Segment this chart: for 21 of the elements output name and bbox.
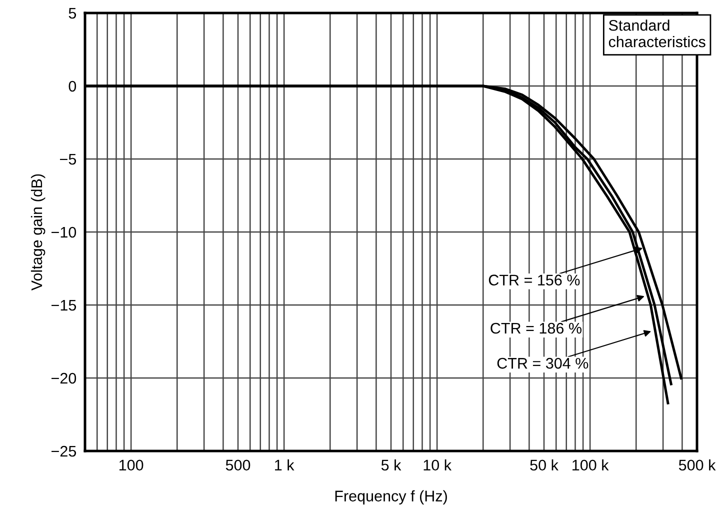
x-tick-label: 50 k <box>530 459 558 471</box>
x-tick-label: 100 <box>119 460 144 471</box>
y-tick-label: −15 <box>52 300 76 311</box>
annotation: CTR = 156 % <box>488 274 580 286</box>
annotation: Standard characteristics <box>608 20 706 48</box>
y-tick-label: 5 <box>68 8 76 19</box>
x-tick-label: 5 k <box>381 459 402 471</box>
x-axis-title: Frequency f (Hz) <box>335 490 447 504</box>
y-tick-label: −10 <box>52 226 76 238</box>
x-tick-label: 500 k <box>678 459 716 471</box>
x-tick-label: 100 k <box>572 459 609 471</box>
y-axis-title: Voltage gain (dB) <box>30 174 46 291</box>
annotation: CTR = 304 % <box>497 358 588 369</box>
y-tick-label: −25 <box>52 446 76 457</box>
x-tick-label: 1 k <box>275 459 294 470</box>
annotation: CTR = 186 % <box>490 322 582 334</box>
x-tick-label: 10 k <box>424 459 452 471</box>
x-tick-label: 500 <box>226 460 250 471</box>
y-tick-label: −20 <box>52 372 76 384</box>
y-tick-label: −5 <box>60 154 76 165</box>
y-tick-label: 0 <box>68 80 76 92</box>
